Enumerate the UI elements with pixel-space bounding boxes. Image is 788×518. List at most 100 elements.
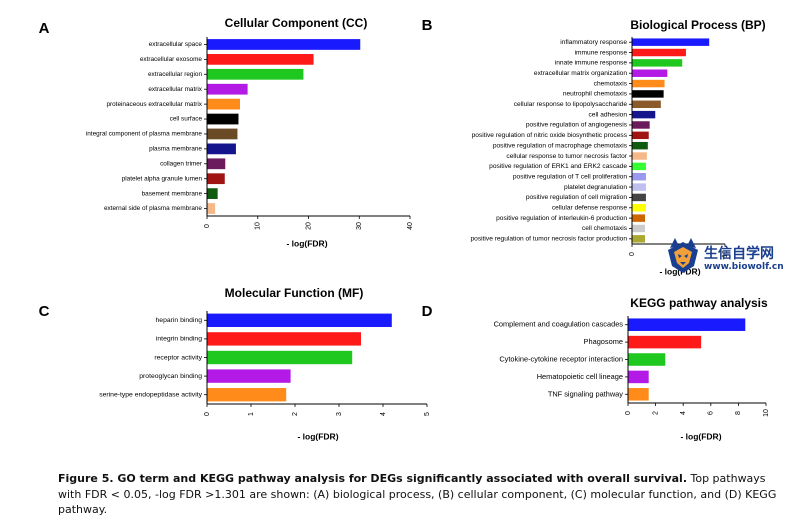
x-tick-label: 2 xyxy=(292,412,299,416)
category-label: proteinaceous extracellular matrix xyxy=(106,101,202,108)
x-axis-title: - log(FDR) xyxy=(659,266,700,276)
bar xyxy=(207,143,236,155)
category-label: positive regulation of ERK1 and ERK2 cas… xyxy=(489,163,627,170)
category-label: inflammatory response xyxy=(560,39,627,46)
bar xyxy=(632,214,646,222)
category-label: plasma membrane xyxy=(149,146,202,153)
category-label: proteoglycan binding xyxy=(139,373,202,380)
bar xyxy=(207,369,291,383)
bar xyxy=(632,38,710,46)
x-tick-label: 8 xyxy=(735,411,742,415)
category-label: Cytokine-cytokine receptor interaction xyxy=(499,354,623,363)
x-tick-label: 2 xyxy=(652,411,659,415)
chart-title: Biological Process (BP) xyxy=(630,18,765,32)
x-tick-label: 5 xyxy=(424,412,431,416)
watermark-chinese-text: 生信自学网 xyxy=(704,246,774,262)
category-label: positive regulation of macrophage chemot… xyxy=(493,142,628,149)
x-tick-label: 10 xyxy=(255,222,262,230)
bar xyxy=(632,141,648,150)
bar xyxy=(632,90,664,98)
panel-letter-C: C xyxy=(39,303,50,320)
bar xyxy=(628,318,746,331)
bar xyxy=(632,235,646,243)
x-tick-label: 10 xyxy=(722,250,729,258)
bar xyxy=(632,69,668,77)
category-label: positive regulation of cell migration xyxy=(526,194,627,201)
bar xyxy=(628,353,666,366)
bar xyxy=(207,158,226,170)
watermark-url-text: www.biowolf.cn xyxy=(704,262,784,272)
x-tick-label: 0 xyxy=(204,224,211,228)
chart-title: Cellular Component (CC) xyxy=(225,16,368,30)
category-label: positive regulation of nitric oxide bios… xyxy=(472,132,628,139)
category-label: integrin binding xyxy=(156,336,202,343)
category-label: chemotaxis xyxy=(594,80,628,87)
category-label: positive regulation of tumor necrosis fa… xyxy=(471,236,628,243)
category-label: immune response xyxy=(575,49,628,56)
wolf-logo-icon xyxy=(668,238,698,273)
category-label: receptor activity xyxy=(154,354,202,361)
category-label: positive regulation of interleukin-6 pro… xyxy=(496,215,627,222)
category-label: basement membrane xyxy=(142,190,203,197)
x-tick-label: 30 xyxy=(356,222,363,230)
bar xyxy=(632,173,646,181)
x-tick-label: 6 xyxy=(708,411,715,415)
category-label: positive regulation of angiogenesis xyxy=(526,122,628,129)
x-tick-label: 0 xyxy=(625,411,632,415)
panel-letter-B: B xyxy=(422,17,433,34)
x-tick-label: 10 xyxy=(763,409,770,417)
bar xyxy=(207,83,248,95)
bar xyxy=(207,98,240,110)
category-label: cellular defense response xyxy=(552,205,627,212)
x-tick-label: 40 xyxy=(407,222,414,230)
watermark: 生信自学网 www.biowolf.cn xyxy=(666,236,788,280)
bar xyxy=(632,100,661,108)
panel-letter-D: D xyxy=(422,303,433,320)
bar xyxy=(632,110,656,119)
category-label: integral component of plasma membrane xyxy=(86,131,203,138)
category-label: Phagosome xyxy=(584,337,623,346)
bar xyxy=(632,162,646,171)
bar xyxy=(632,152,647,160)
category-label: neutrophil chemotaxis xyxy=(563,91,628,98)
bar xyxy=(207,173,225,185)
x-tick-label: 20 xyxy=(305,222,312,230)
x-tick-label: 4 xyxy=(680,411,687,415)
caption-body-text: Top pathways with FDR < 0.05, -log FDR >… xyxy=(58,472,777,516)
bar xyxy=(632,48,686,57)
figure-caption: Figure 5. GO term and KEGG pathway analy… xyxy=(58,471,778,518)
category-label: TNF signaling pathway xyxy=(548,389,623,398)
category-label: heparin binding xyxy=(156,317,203,324)
bar xyxy=(632,224,646,233)
category-label: Hematopoietic cell lineage xyxy=(537,372,623,381)
category-label: cellular response to lipopolysaccharide xyxy=(514,101,628,108)
bar xyxy=(207,313,392,327)
category-label: platelet degranulation xyxy=(564,184,627,191)
bar xyxy=(632,193,646,202)
panel-letter-A: A xyxy=(39,20,50,37)
category-label: serine-type endopeptidase activity xyxy=(99,391,202,398)
category-label: cell surface xyxy=(170,116,203,123)
category-label: Complement and coagulation cascades xyxy=(494,320,624,329)
bar xyxy=(207,203,216,214)
x-tick-label: 0 xyxy=(204,412,211,416)
bar xyxy=(628,388,649,401)
bar xyxy=(628,335,702,349)
bar xyxy=(632,183,646,191)
bar xyxy=(632,59,683,67)
category-label: extracellular exosome xyxy=(140,56,203,63)
category-label: extracellular matrix xyxy=(148,86,202,93)
x-tick-label: 1 xyxy=(248,412,255,416)
category-label: platelet alpha granule lumen xyxy=(122,175,203,182)
bar xyxy=(632,131,649,140)
bar xyxy=(207,39,361,50)
bar xyxy=(207,388,287,402)
category-label: cellular response to tumor necrosis fact… xyxy=(506,153,627,160)
bar xyxy=(632,204,646,212)
x-axis-title: - log(FDR) xyxy=(297,431,338,441)
bar xyxy=(632,121,650,129)
x-tick-label: 0 xyxy=(629,252,636,256)
bar xyxy=(207,350,353,365)
chart-title: Molecular Function (MF) xyxy=(225,286,364,300)
